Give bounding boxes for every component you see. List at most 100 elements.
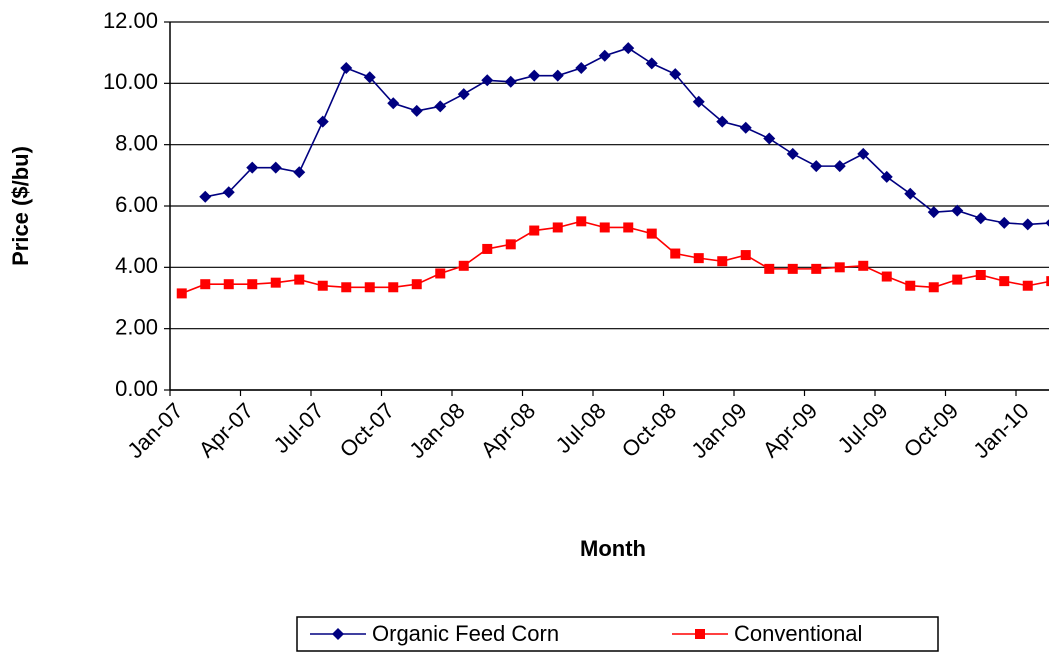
point <box>740 250 751 261</box>
point <box>692 95 705 108</box>
point <box>927 206 940 219</box>
point <box>645 57 658 70</box>
x-tick-label: Apr-08 <box>476 398 540 462</box>
point <box>928 282 939 293</box>
point <box>247 279 258 290</box>
point <box>975 270 986 280</box>
point <box>222 186 235 199</box>
point <box>622 42 635 55</box>
point <box>716 115 729 128</box>
point <box>551 69 564 82</box>
x-tick-label: Oct-08 <box>617 398 681 462</box>
point <box>317 280 328 291</box>
point <box>457 88 470 101</box>
point <box>223 279 234 290</box>
legend-marker <box>332 628 344 640</box>
point <box>717 256 728 267</box>
point <box>410 104 423 117</box>
point <box>623 222 634 233</box>
legend-marker <box>695 629 705 639</box>
x-tick-label: Jan-10 <box>968 398 1033 463</box>
point <box>200 279 211 290</box>
x-tick-label: Jan-08 <box>404 398 469 463</box>
point <box>576 216 587 227</box>
point <box>1045 219 1049 227</box>
point <box>363 71 376 84</box>
y-tick-label: 0.00 <box>115 376 158 401</box>
point <box>904 187 917 200</box>
legend-label: Conventional <box>734 621 862 646</box>
point <box>881 271 892 282</box>
x-tick-label: Jan-09 <box>686 398 751 463</box>
point <box>810 160 823 173</box>
point <box>529 225 540 236</box>
point <box>434 100 447 113</box>
point <box>599 222 610 233</box>
y-tick-label: 6.00 <box>115 192 158 217</box>
x-tick-label: Apr-09 <box>758 398 822 462</box>
point <box>294 274 305 285</box>
point <box>199 190 212 203</box>
point <box>481 74 494 87</box>
x-tick-label: Oct-09 <box>899 398 963 462</box>
point <box>858 260 869 271</box>
point <box>575 62 588 74</box>
point <box>435 268 446 279</box>
point <box>552 222 563 233</box>
point <box>739 121 752 134</box>
point <box>341 282 352 293</box>
point <box>670 248 681 259</box>
point <box>482 243 493 254</box>
x-tick-label: Jan-07 <box>122 398 187 463</box>
x-tick-label: Jul-07 <box>269 398 329 458</box>
y-axis-title: Price ($/bu) <box>8 146 33 266</box>
x-axis-title: Month <box>580 536 646 561</box>
point <box>176 288 187 299</box>
legend-label: Organic Feed Corn <box>372 621 559 646</box>
x-tick-label: Jul-09 <box>833 398 893 458</box>
point <box>528 69 541 82</box>
legend-box <box>296 616 939 652</box>
point <box>316 115 329 128</box>
y-tick-label: 10.00 <box>103 69 158 94</box>
point <box>974 212 987 225</box>
point <box>505 239 516 250</box>
y-tick-label: 12.00 <box>103 8 158 33</box>
point <box>270 277 281 288</box>
point <box>952 274 963 285</box>
point <box>1046 276 1049 287</box>
x-tick-label: Oct-07 <box>335 398 399 462</box>
x-tick-label: Apr-07 <box>194 398 258 462</box>
point <box>387 97 400 110</box>
point <box>834 262 845 273</box>
point <box>786 147 799 160</box>
point <box>951 204 964 217</box>
point <box>1022 280 1033 291</box>
point <box>411 279 422 290</box>
point <box>598 49 611 62</box>
point <box>646 228 657 239</box>
series-line <box>181 220 1049 295</box>
point <box>787 263 798 274</box>
point <box>504 75 517 88</box>
point <box>1021 218 1034 231</box>
point <box>340 62 353 74</box>
point <box>833 160 846 173</box>
point <box>811 263 822 274</box>
y-tick-label: 4.00 <box>115 253 158 278</box>
point <box>269 161 282 174</box>
point <box>999 276 1010 287</box>
point <box>293 166 306 179</box>
point <box>388 282 399 293</box>
point <box>905 280 916 291</box>
y-tick-label: 2.00 <box>115 314 158 339</box>
x-tick-label: Jul-08 <box>551 398 611 458</box>
point <box>857 147 870 160</box>
y-tick-label: 8.00 <box>115 130 158 155</box>
series-line <box>205 47 1049 226</box>
point <box>763 132 776 145</box>
point <box>458 260 469 271</box>
point <box>246 161 259 174</box>
point <box>669 68 682 81</box>
point <box>764 263 775 274</box>
